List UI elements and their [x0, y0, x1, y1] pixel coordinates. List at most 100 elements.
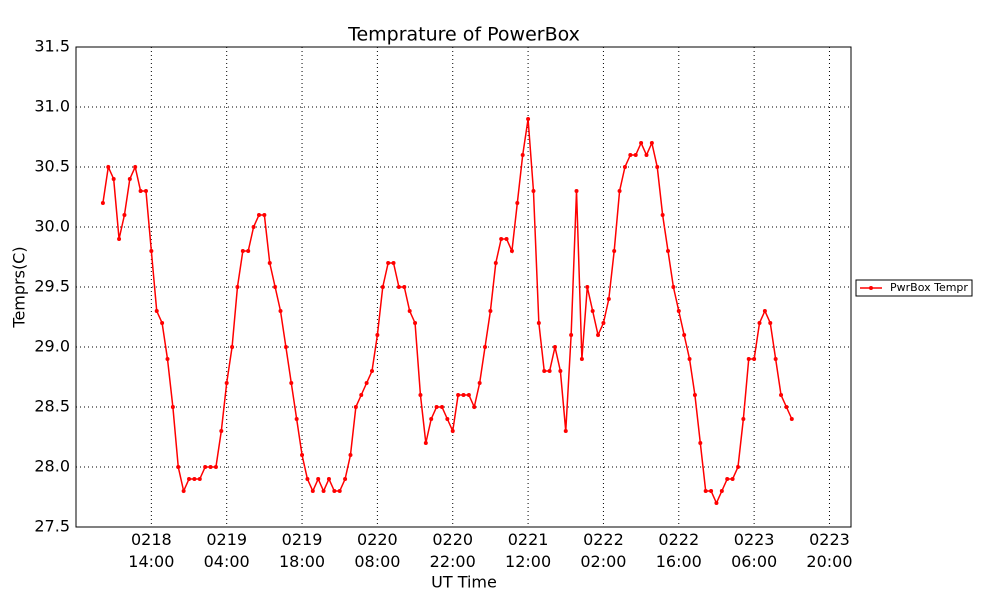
- data-point: [504, 237, 509, 241]
- x-tick-label: 0220 08:00: [354, 530, 400, 571]
- legend-label: PwrBox Tempr: [890, 281, 968, 294]
- data-point: [531, 189, 536, 193]
- data-point: [208, 465, 213, 469]
- data-point: [709, 489, 714, 493]
- x-tick-label: 0222 02:00: [580, 530, 626, 571]
- x-tick-label: 0223 20:00: [806, 530, 852, 571]
- data-point: [310, 489, 315, 493]
- data-point: [633, 153, 638, 157]
- data-point: [676, 309, 681, 313]
- data-point: [569, 333, 574, 337]
- data-point: [579, 357, 584, 361]
- y-tick-label: 31.5: [34, 37, 70, 56]
- data-point: [181, 489, 186, 493]
- data-point: [725, 477, 730, 481]
- data-point: [429, 417, 434, 421]
- data-point: [746, 357, 751, 361]
- x-axis-label: UT Time: [431, 573, 497, 592]
- data-point: [143, 189, 148, 193]
- data-point: [122, 213, 127, 217]
- data-point: [472, 405, 477, 409]
- data-point: [768, 321, 773, 325]
- data-point: [682, 333, 687, 337]
- data-point: [165, 357, 170, 361]
- data-point: [477, 381, 482, 385]
- data-point: [219, 429, 224, 433]
- data-point: [348, 453, 353, 457]
- data-point: [289, 381, 294, 385]
- y-tick-label: 29.5: [34, 277, 70, 296]
- data-point: [278, 309, 283, 313]
- data-point: [439, 405, 444, 409]
- data-point: [628, 153, 633, 157]
- data-point: [520, 153, 525, 157]
- data-point: [396, 285, 401, 289]
- data-point: [445, 417, 450, 421]
- data-point: [375, 333, 380, 337]
- data-point: [461, 393, 466, 397]
- data-point: [644, 153, 649, 157]
- y-tick-label: 28.5: [34, 397, 70, 416]
- data-point: [402, 285, 407, 289]
- data-point: [294, 417, 299, 421]
- data-point: [273, 285, 278, 289]
- data-point: [714, 501, 719, 505]
- data-point: [343, 477, 348, 481]
- data-point: [585, 285, 590, 289]
- data-point: [154, 309, 159, 313]
- data-point: [133, 165, 138, 169]
- x-tick-label: 0219 18:00: [279, 530, 325, 571]
- data-point: [687, 357, 692, 361]
- plot-frame: [75, 46, 852, 528]
- data-point: [735, 465, 740, 469]
- data-point: [762, 309, 767, 313]
- data-point: [622, 165, 627, 169]
- data-point: [741, 417, 746, 421]
- data-point: [240, 249, 245, 253]
- data-point: [267, 261, 272, 265]
- data-point: [386, 261, 391, 265]
- data-point: [283, 345, 288, 349]
- data-point: [321, 489, 326, 493]
- data-point: [450, 429, 455, 433]
- data-point: [509, 249, 514, 253]
- data-point: [235, 285, 240, 289]
- x-tick-label: 0220 22:00: [430, 530, 476, 571]
- data-point: [359, 393, 364, 397]
- data-point: [752, 357, 757, 361]
- data-point: [380, 285, 385, 289]
- data-point: [499, 237, 504, 241]
- data-point: [552, 345, 557, 349]
- data-point: [138, 189, 143, 193]
- y-tick-label: 28.0: [34, 457, 70, 476]
- data-point: [353, 405, 358, 409]
- data-point: [224, 381, 229, 385]
- data-point: [666, 249, 671, 253]
- data-point: [789, 417, 794, 421]
- data-point: [730, 477, 735, 481]
- data-point: [456, 393, 461, 397]
- data-point: [300, 453, 305, 457]
- data-point: [784, 405, 789, 409]
- data-point: [515, 201, 520, 205]
- data-point: [601, 321, 606, 325]
- data-point: [230, 345, 235, 349]
- data-point: [779, 393, 784, 397]
- y-axis-label: Temprs(C): [10, 246, 29, 328]
- chart-title: Temprature of PowerBox: [347, 24, 580, 46]
- data-point: [100, 201, 105, 205]
- data-point: [703, 489, 708, 493]
- data-point: [536, 321, 541, 325]
- data-point: [423, 441, 428, 445]
- data-point: [558, 369, 563, 373]
- data-point: [692, 393, 697, 397]
- data-point: [757, 321, 762, 325]
- data-point: [192, 477, 197, 481]
- data-point: [483, 345, 488, 349]
- data-point: [413, 321, 418, 325]
- data-point: [370, 369, 375, 373]
- data-point: [407, 309, 412, 313]
- data-point: [612, 249, 617, 253]
- y-tick-label: 29.0: [34, 337, 70, 356]
